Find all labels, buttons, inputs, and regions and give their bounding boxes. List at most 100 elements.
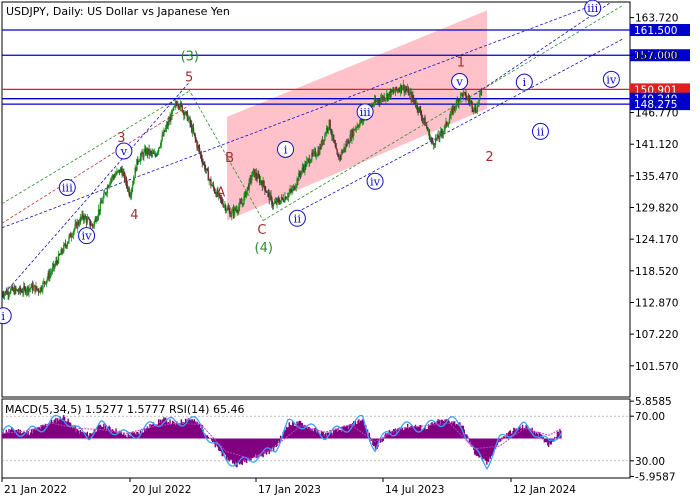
candle-body — [210, 179, 212, 186]
price-tick-label-9: 107.220 — [635, 329, 678, 341]
candle-body — [50, 271, 53, 273]
candle-body — [419, 107, 421, 110]
level-tag-1 — [630, 49, 690, 62]
candle-body — [457, 100, 459, 105]
candle-body — [265, 191, 268, 193]
candle-body — [97, 216, 99, 220]
candle-body — [334, 143, 337, 148]
candle-body — [13, 288, 15, 295]
candle-body — [244, 192, 246, 197]
wave-label-7: (3) — [181, 49, 199, 64]
candle-body — [379, 99, 382, 103]
candle-body — [205, 168, 208, 170]
candle-body — [338, 156, 340, 160]
candle-body — [346, 140, 349, 145]
candle-body — [300, 170, 303, 175]
candle-body — [241, 203, 243, 205]
candle-body — [36, 286, 38, 290]
candle-body — [281, 197, 283, 199]
wave-circle-1 — [58, 178, 76, 196]
candle-body — [438, 138, 440, 139]
candle-body — [218, 193, 220, 196]
candle-body — [65, 245, 68, 247]
candle-body — [100, 202, 102, 204]
wave-label-10: C — [257, 223, 266, 238]
candle-body — [203, 162, 205, 164]
candle-body — [232, 209, 235, 215]
candle-body — [377, 100, 379, 102]
candle-body — [350, 134, 352, 140]
candle-body — [247, 186, 250, 190]
level-tag-4 — [630, 98, 690, 111]
candle-body — [168, 120, 170, 122]
candle-body — [303, 168, 305, 171]
wave-circle-21 — [584, 0, 602, 17]
candle-body — [431, 139, 433, 141]
candle-body — [128, 188, 130, 195]
candle-body — [90, 224, 93, 226]
candle-body — [132, 179, 135, 185]
candle-body — [448, 118, 451, 124]
x-tick-label-1: 20 Jul 2022 — [132, 484, 191, 496]
x-tick-label-4: 12 Jan 2024 — [513, 484, 576, 496]
candle-body — [170, 117, 172, 120]
candle-body — [391, 90, 393, 92]
candle-body — [117, 170, 119, 172]
candle-body — [85, 217, 88, 223]
candle-body — [278, 199, 280, 203]
candle-body — [87, 218, 89, 220]
candle-body — [59, 254, 62, 255]
candle-body — [339, 155, 341, 160]
candle-body — [51, 267, 54, 272]
candle-body — [248, 179, 250, 190]
candle-body — [395, 87, 398, 91]
candle-body — [164, 130, 166, 132]
wave-circle-20 — [531, 122, 549, 140]
candle-body — [351, 130, 353, 140]
candle-body — [357, 126, 359, 127]
candle-body — [412, 94, 414, 99]
candle-body — [157, 151, 159, 154]
wave-label-14: iii — [360, 105, 371, 119]
price-tick-label-2: 146.770 — [635, 108, 678, 120]
candle-body — [342, 149, 344, 153]
candle-body — [346, 143, 348, 145]
candle-body — [330, 129, 332, 134]
candle-body — [167, 120, 169, 127]
candle-body — [234, 208, 236, 211]
candle-body — [77, 221, 80, 225]
candle-body — [63, 243, 66, 245]
candle-body — [312, 151, 315, 154]
candle-body — [224, 205, 226, 207]
candle-body — [295, 185, 297, 188]
candle-body — [384, 98, 386, 100]
candle-body — [137, 158, 139, 162]
candle-body — [465, 92, 467, 99]
candle-body — [26, 286, 28, 292]
candle-body — [231, 209, 234, 212]
candle-body — [345, 143, 347, 149]
candle-body — [444, 124, 446, 130]
candle-body — [299, 174, 302, 175]
candle-body — [274, 201, 277, 203]
wave-label-1: iii — [62, 180, 73, 194]
candle-body — [293, 186, 296, 190]
candle-body — [452, 108, 454, 114]
candle-body — [183, 111, 185, 116]
candle-body — [325, 133, 327, 135]
candle-body — [198, 148, 201, 153]
candle-body — [476, 104, 478, 113]
candle-body — [434, 138, 437, 145]
candle-body — [432, 140, 434, 144]
candle-body — [454, 107, 457, 108]
candle-body — [114, 175, 116, 178]
candle-body — [399, 85, 402, 92]
candle-body — [130, 194, 132, 198]
candle-body — [117, 169, 120, 171]
candle-body — [388, 91, 391, 94]
candle-body — [217, 190, 219, 196]
candle-body — [158, 146, 161, 148]
candle-body — [459, 99, 461, 101]
candle-body — [3, 295, 5, 297]
candle-body — [19, 287, 21, 292]
